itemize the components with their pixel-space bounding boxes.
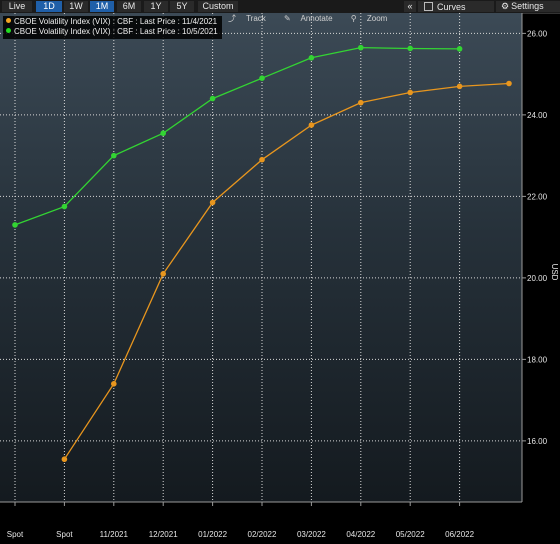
range-live-button[interactable]: Live <box>2 1 32 12</box>
y-axis-title: USD <box>550 264 559 281</box>
y-tick-label: 20.00 <box>527 274 548 283</box>
range-1m-button[interactable]: 1M <box>90 1 114 12</box>
x-tick-label: 12/2021 <box>149 530 178 539</box>
series-1-point[interactable] <box>456 83 463 90</box>
series-1-point[interactable] <box>407 89 414 96</box>
series-1-line <box>63 82 510 460</box>
series-2-point[interactable] <box>160 130 166 137</box>
series-2-point[interactable] <box>12 222 18 228</box>
series-1-point[interactable] <box>61 456 68 463</box>
x-tick-label: 04/2022 <box>346 530 375 539</box>
x-tick-label: 11/2021 <box>100 530 129 539</box>
legend-label-1: CBOE Volatility Index (VIX) : CBF : Last… <box>14 17 218 26</box>
annotate-label: Annotate <box>300 14 333 23</box>
range-1w-button[interactable]: 1W <box>64 1 88 12</box>
series-2-point[interactable] <box>209 95 216 102</box>
series-1-point[interactable] <box>160 271 166 277</box>
series-1-point[interactable] <box>308 122 315 128</box>
range-6m-button[interactable]: 6M <box>117 1 141 12</box>
series-1-point[interactable] <box>209 199 216 206</box>
range-1y-button[interactable]: 1Y <box>144 1 168 12</box>
y-tick-label: 22.00 <box>527 192 548 201</box>
series-1-point[interactable] <box>111 381 117 387</box>
x-tick-label: 03/2022 <box>297 530 326 539</box>
series-1-point[interactable] <box>358 99 364 106</box>
series-2-point[interactable] <box>61 203 68 210</box>
range-custom-button[interactable]: Custom <box>198 1 238 12</box>
series-2-point[interactable] <box>259 75 265 81</box>
axes: USD <box>0 13 559 503</box>
legend-marker-1 <box>6 18 11 23</box>
gear-icon: ⚙ <box>501 1 510 11</box>
series-2-point[interactable] <box>111 152 117 159</box>
x-tick-label: 06/2022 <box>445 530 474 539</box>
curves-icon <box>424 2 433 11</box>
track-icon: ⤴ <box>228 14 236 23</box>
curves-button[interactable]: Curves <box>418 1 494 12</box>
legend-entry-series-2: CBOE Volatility Index (VIX) : CBF : Last… <box>6 27 218 37</box>
zoom-tool[interactable]: ⚲ Zoom <box>351 14 396 23</box>
x-tick-label: 01/2022 <box>198 530 227 539</box>
chart-legend: CBOE Volatility Index (VIX) : CBF : Last… <box>3 16 222 39</box>
series-1-point[interactable] <box>259 156 265 163</box>
magnifier-icon: ⚲ <box>350 14 357 23</box>
plot-area[interactable] <box>0 13 522 502</box>
x-tick-label: Spot <box>56 530 73 539</box>
settings-button[interactable]: ⚙ Settings <box>496 1 560 12</box>
tick-labels: Spot Spot 11/2021 12/2021 01/2022 02/2022 03/2… <box>7 29 548 539</box>
curves-label: Curves <box>437 2 466 12</box>
series-1-point[interactable] <box>506 80 512 87</box>
settings-label: Settings <box>511 1 544 11</box>
legend-entry-series-1: CBOE Volatility Index (VIX) : CBF : Last… <box>6 17 218 27</box>
chart-toolbar: Live 1D 1W 1M 6M 1Y 5Y Custom « Curves ⚙… <box>0 0 560 14</box>
x-tick-label: 05/2022 <box>396 530 425 539</box>
series-2-point[interactable] <box>407 45 414 52</box>
x-tick-label: Spot <box>7 530 24 539</box>
y-tick-label: 24.00 <box>527 111 548 120</box>
series-layer <box>12 44 512 463</box>
collapse-button[interactable]: « <box>404 1 416 12</box>
legend-label-2: CBOE Volatility Index (VIX) : CBF : Last… <box>14 27 218 36</box>
legend-marker-2 <box>6 28 11 33</box>
pencil-icon: ✎ <box>284 14 291 23</box>
track-label: Track <box>246 14 266 23</box>
range-5y-button[interactable]: 5Y <box>170 1 194 12</box>
series-2-line <box>14 46 460 226</box>
zoom-label: Zoom <box>366 14 388 23</box>
annotate-tool[interactable]: ✎ Annotate <box>284 14 341 23</box>
series-2-point[interactable] <box>358 44 364 51</box>
chart-tools: ⤴ Track ✎ Annotate ⚲ Zoom <box>228 14 403 24</box>
y-tick-label: 18.00 <box>527 355 548 364</box>
series-2-point[interactable] <box>308 55 315 61</box>
y-tick-label: 26.00 <box>527 29 548 38</box>
series-2-point[interactable] <box>456 46 463 52</box>
y-tick-label: 16.00 <box>527 437 548 446</box>
range-1d-button[interactable]: 1D <box>36 1 62 12</box>
x-tick-label: 02/2022 <box>248 530 277 539</box>
track-tool[interactable]: ⤴ Track <box>228 14 274 23</box>
gridlines <box>0 13 522 502</box>
